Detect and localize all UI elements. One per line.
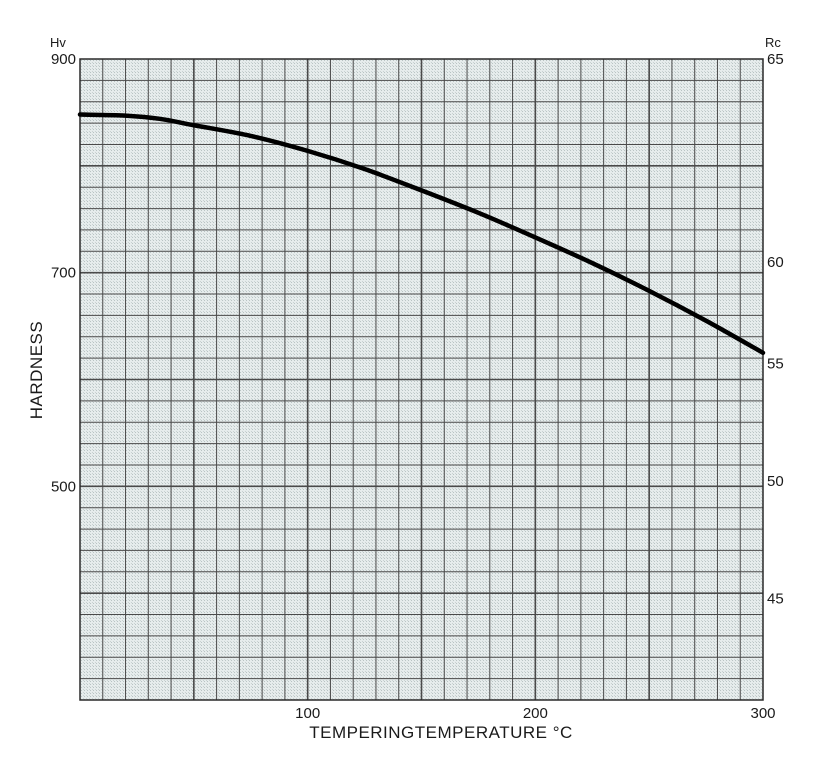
series-points	[79, 114, 764, 353]
y-axis-label: HARDNESS	[27, 321, 46, 419]
right-tick-label: 65	[767, 51, 784, 68]
right-tick-label: 50	[767, 473, 784, 490]
plot-frame	[79, 58, 764, 701]
right-tick-label: 60	[767, 254, 784, 271]
x-axis-ticks: 100 200 300	[295, 705, 775, 722]
left-axis-unit: Hv	[50, 35, 66, 50]
right-tick-label: 45	[767, 591, 784, 608]
y-tick-label: 700	[51, 265, 76, 282]
y-axis-ticks-right: 65 60 55 50 45	[767, 51, 784, 608]
right-axis-unit: Rc	[765, 35, 781, 50]
x-tick-label: 100	[295, 705, 320, 722]
y-axis-ticks-left: 900 700 500	[51, 51, 76, 495]
y-tick-label: 900	[51, 51, 76, 68]
x-axis-label: TEMPERINGTEMPERATURE °C	[309, 723, 573, 742]
right-tick-label: 55	[767, 355, 784, 372]
y-tick-label: 500	[51, 478, 76, 495]
x-tick-label: 200	[523, 705, 548, 722]
grid-lines	[80, 59, 763, 700]
x-tick-label: 300	[750, 705, 775, 722]
